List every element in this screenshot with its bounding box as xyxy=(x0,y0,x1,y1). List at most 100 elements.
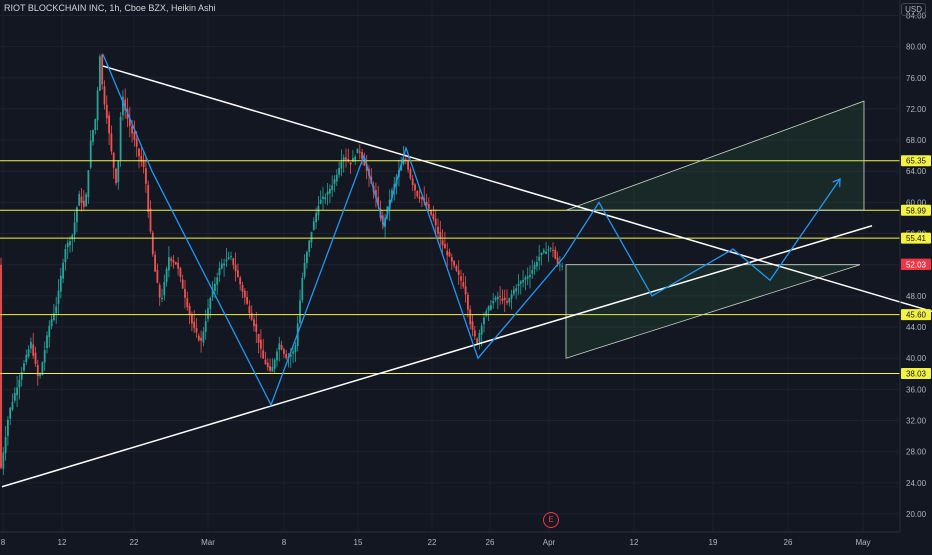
candle-body xyxy=(467,294,469,310)
candle-body xyxy=(303,262,306,277)
candle-body xyxy=(73,222,76,235)
y-tick-label: 64.00 xyxy=(906,167,927,176)
candle-body xyxy=(135,138,138,147)
candle-body xyxy=(464,286,467,295)
time-axis[interactable]: 8 12 22 Mar 8 15 22 26 Apr 12 19 26 May xyxy=(0,531,900,547)
candle-body xyxy=(310,231,313,243)
zigzag-line xyxy=(102,54,565,407)
candle-body xyxy=(517,283,520,286)
candle-body xyxy=(186,298,189,308)
y-tick-label: 76.00 xyxy=(906,74,927,83)
price-tag-label: 65.35 xyxy=(906,157,927,166)
candle-body xyxy=(462,282,465,287)
candle-body xyxy=(526,276,529,279)
exchange: Cboe BZX xyxy=(124,3,166,13)
candle-body xyxy=(377,196,380,206)
candle-body xyxy=(271,367,274,372)
candle-body xyxy=(179,268,182,278)
candle-body xyxy=(41,362,44,375)
candle-body xyxy=(446,250,449,256)
candle-body xyxy=(455,266,458,271)
candle-body xyxy=(554,249,557,259)
currency-label[interactable]: USD xyxy=(901,3,926,16)
candle-body xyxy=(260,339,262,349)
candle-body xyxy=(184,288,186,298)
candle-body xyxy=(18,379,21,388)
candle-body xyxy=(280,345,283,350)
candle-body xyxy=(30,341,32,349)
y-tick-label: 72.00 xyxy=(906,105,927,114)
candle-body xyxy=(16,387,18,396)
candle-body xyxy=(432,214,435,220)
candle-body xyxy=(529,274,531,278)
price-tag xyxy=(901,258,931,270)
candle-body xyxy=(225,259,228,262)
candle-body xyxy=(34,352,37,364)
candle-body xyxy=(329,188,331,194)
candle-body xyxy=(409,169,412,179)
candle-body xyxy=(301,277,304,301)
chart-style: Heikin Ashi xyxy=(170,3,216,13)
candle-body xyxy=(124,99,127,111)
candle-body xyxy=(358,151,361,153)
candle-body xyxy=(289,354,292,357)
candle-body xyxy=(188,306,191,315)
price-tag xyxy=(901,368,931,380)
drawings xyxy=(1,54,932,488)
projection-line xyxy=(563,178,841,297)
descending-resistance xyxy=(102,65,932,313)
candle-body xyxy=(151,232,154,255)
price-tag-label: 55.41 xyxy=(906,234,927,243)
price-tag-label: 45.60 xyxy=(906,311,927,320)
candle-body xyxy=(324,197,327,200)
price-tag-label: 52.03 xyxy=(906,260,927,269)
candle-body xyxy=(43,349,46,363)
candle-body xyxy=(193,321,196,329)
earnings-event-icon[interactable]: E xyxy=(543,512,559,528)
candle-body xyxy=(264,359,267,365)
candle-body xyxy=(76,207,78,223)
candle-body xyxy=(501,298,504,301)
candle-body xyxy=(177,262,179,269)
candle-body xyxy=(386,206,389,216)
candle-body xyxy=(487,306,490,311)
candle-body xyxy=(165,268,168,283)
y-tick-label: 60.00 xyxy=(906,198,927,207)
candle-body xyxy=(352,158,354,162)
x-tick-label: 15 xyxy=(354,538,363,547)
symbol-name: RIOT BLOCKCHAIN INC xyxy=(4,3,105,13)
candle-body xyxy=(542,250,545,253)
candle-body xyxy=(2,452,5,469)
candle-body xyxy=(232,258,235,266)
y-tick-label: 32.00 xyxy=(906,417,927,426)
candle-body xyxy=(128,118,131,127)
y-tick-label: 40.00 xyxy=(906,354,927,363)
lower-channel xyxy=(565,264,861,359)
candle-body xyxy=(55,306,58,314)
candle-body xyxy=(508,297,511,303)
candle-body xyxy=(220,263,223,269)
x-tick-label: 8 xyxy=(282,538,287,547)
candle-body xyxy=(156,269,159,283)
candle-body xyxy=(161,297,163,299)
candle-body xyxy=(168,257,170,271)
candle-body xyxy=(522,280,524,283)
candle-body xyxy=(273,359,276,369)
candle-body xyxy=(89,140,92,168)
candle-body xyxy=(326,191,329,195)
candle-body xyxy=(13,393,16,401)
candle-body xyxy=(496,296,499,300)
candle-body xyxy=(71,234,74,240)
candle-body xyxy=(450,257,453,262)
candle-body xyxy=(503,297,506,300)
candle-body xyxy=(434,218,437,226)
candle-body xyxy=(430,210,432,215)
candle-body xyxy=(39,374,41,376)
candle-body xyxy=(338,168,340,175)
candle-body xyxy=(237,270,239,278)
ascending-support xyxy=(1,225,873,488)
candle-body xyxy=(218,268,221,276)
candle-body xyxy=(138,148,140,157)
